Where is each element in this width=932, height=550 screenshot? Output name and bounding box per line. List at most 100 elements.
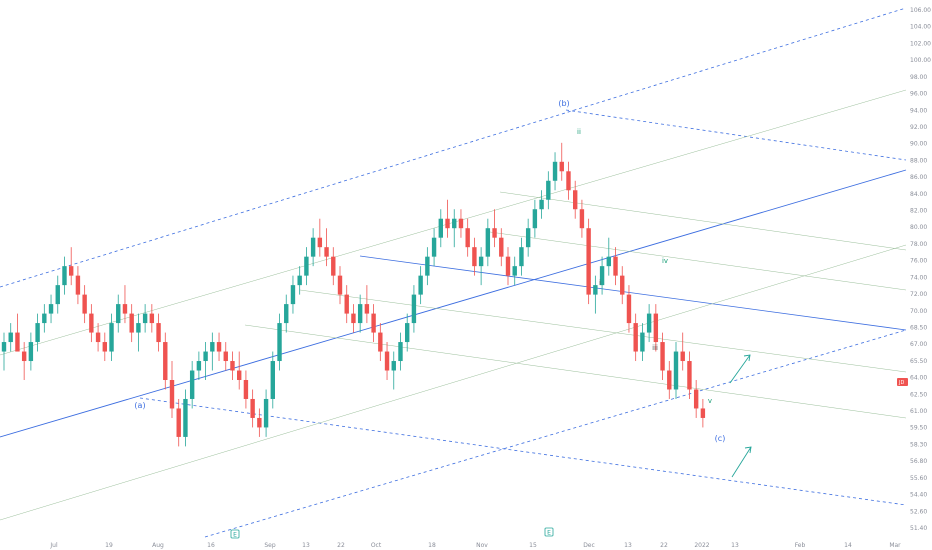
y-tick-label: 74.00 (910, 274, 927, 281)
candle-body (163, 342, 168, 380)
candle-body (438, 218, 443, 238)
candle-body (42, 313, 47, 324)
y-tick-label: 84.00 (910, 191, 927, 198)
candle-body (183, 398, 188, 437)
y-tick-label: 80.00 (910, 224, 927, 231)
y-tick-label: 72.00 (910, 291, 927, 298)
candle-body (351, 313, 356, 324)
inner-median-line (359, 255, 907, 331)
candles (1, 142, 706, 447)
candle-body (640, 332, 645, 352)
earnings-event-label: E (547, 530, 551, 537)
wave-label: iv (662, 257, 668, 265)
candle-body (606, 256, 611, 267)
y-tick-label: 55.60 (910, 475, 927, 482)
candle-body (472, 247, 477, 267)
projection-arrow (731, 446, 752, 478)
wave-label: v (708, 397, 712, 405)
y-axis: 51.40 52.60 54.40 55.60 56.80 58.30 59.50 61.00… (897, 7, 931, 532)
y-tick-label: 92.00 (910, 124, 927, 131)
candle-body (230, 361, 235, 371)
candle-body (633, 323, 638, 352)
candle-body (277, 323, 282, 362)
candle-body (566, 171, 571, 191)
candle-body (15, 332, 20, 352)
candle-body (552, 161, 558, 181)
candle-body (21, 351, 27, 362)
candle-body (69, 266, 74, 276)
candle-body (142, 313, 148, 324)
candle-body (364, 304, 370, 314)
x-tick-label: 22 (660, 542, 668, 549)
candle-body (75, 275, 81, 295)
candle-body (35, 323, 40, 343)
y-tick-label: 102.00 (910, 40, 931, 47)
candle-body (284, 304, 289, 324)
candle-body (425, 256, 430, 276)
candle-body (660, 342, 665, 371)
candle-body (411, 294, 417, 324)
y-tick-label: 68.50 (910, 324, 927, 331)
candle-body (546, 180, 551, 200)
wave-label: (a) (134, 401, 145, 410)
candle-body (519, 247, 524, 267)
candle-body (512, 266, 517, 276)
x-tick-label: Feb (795, 542, 806, 549)
candle-body (653, 313, 659, 343)
candle-body (82, 294, 87, 314)
wave-label: (c) (715, 434, 726, 443)
candle-body (693, 389, 699, 409)
y-tick-label: 65.50 (910, 358, 927, 365)
candle-body (129, 313, 134, 333)
candle-body (62, 266, 67, 286)
candle-body (505, 256, 511, 276)
candle-body (317, 237, 323, 248)
candle-body (378, 332, 383, 352)
x-tick-label: Dec (583, 542, 595, 549)
candle-body (28, 342, 34, 362)
candle-body (203, 351, 208, 362)
x-tick-label: 14 (844, 542, 852, 549)
candle-body (559, 161, 564, 172)
x-tick-label: 13 (731, 542, 739, 549)
candle-body (478, 256, 484, 267)
wave-label: i (599, 279, 601, 287)
candle-body (189, 370, 195, 399)
candle-body (646, 313, 652, 333)
candle-body (156, 323, 161, 343)
candle-body (452, 218, 457, 229)
candle-body (626, 294, 632, 324)
candle-body (48, 304, 54, 314)
candle-body (599, 266, 605, 286)
x-tick-label: 18 (428, 542, 436, 549)
x-tick-label: Mar (889, 542, 901, 549)
guide-line (499, 191, 907, 251)
lower-channel-line (204, 329, 907, 538)
y-tick-label: 62.50 (910, 391, 927, 398)
x-tick-label: Sep (264, 542, 276, 549)
candle-body (122, 304, 128, 314)
y-tick-label: 61.00 (910, 408, 927, 415)
x-tick-label: 13 (302, 542, 310, 549)
candle-body (613, 256, 618, 276)
candle-body (673, 351, 679, 390)
y-tick-label: 51.40 (910, 525, 927, 532)
candle-body (290, 285, 296, 305)
last-price-label: JD (898, 380, 904, 386)
x-tick-label: Aug (152, 542, 164, 549)
candle-body (579, 209, 585, 229)
wave-label: iii (652, 344, 658, 352)
candle-body (55, 285, 60, 305)
candle-body (176, 408, 181, 437)
candle-body (136, 323, 141, 333)
candle-body (216, 342, 222, 352)
y-tick-label: 52.60 (910, 508, 927, 515)
candle-body (344, 294, 349, 314)
candle-body (667, 370, 672, 390)
y-tick-label: 98.00 (910, 74, 927, 81)
candle-body (465, 228, 470, 248)
candle-body (331, 256, 336, 276)
x-tick-label: 22 (337, 542, 345, 549)
